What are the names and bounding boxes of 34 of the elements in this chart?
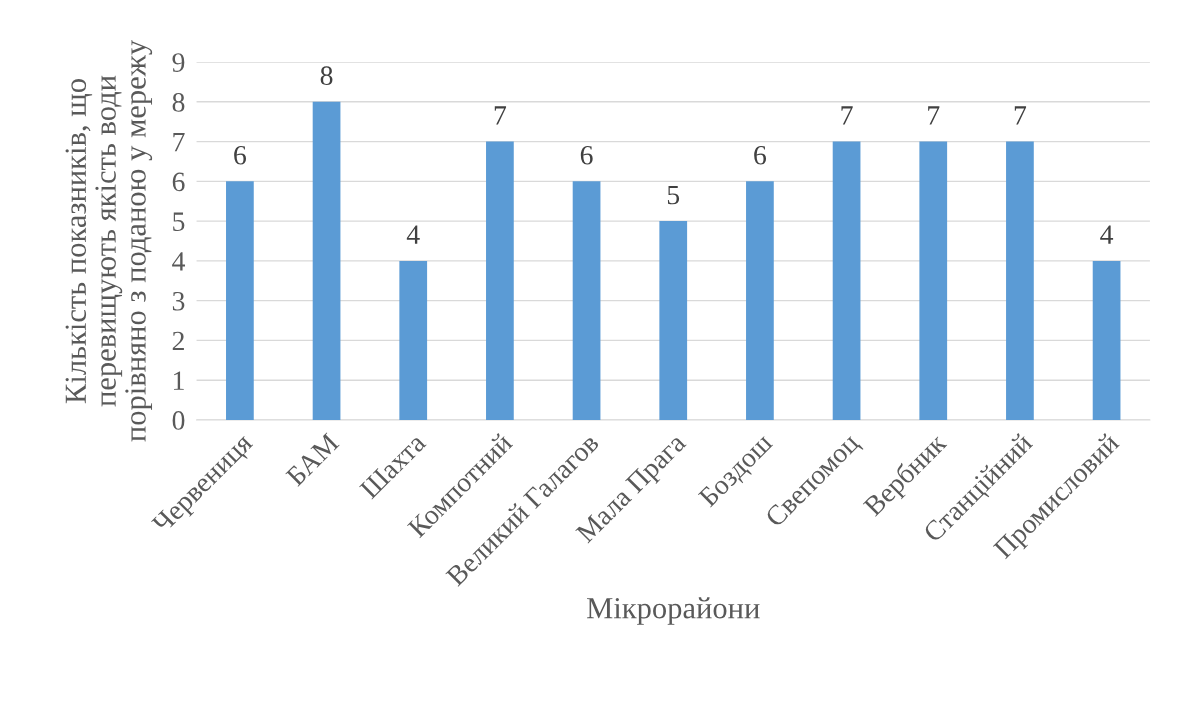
bar	[312, 101, 341, 420]
y-axis-title: Кількість показників, що перевищують якість води порівняно з поданою у мережу	[65, 40, 153, 442]
data-label: 6	[234, 145, 247, 165]
bar	[1092, 260, 1121, 420]
data-label: 6	[580, 145, 593, 165]
y-tick-label: 2	[172, 331, 184, 351]
data-label: 7	[841, 106, 853, 125]
y-tick-label: 1	[174, 371, 184, 390]
bar	[226, 181, 254, 420]
y-tick-label: 8	[172, 92, 185, 112]
bar	[1006, 141, 1034, 420]
y-tick-label: 4	[172, 252, 186, 271]
data-label: 4	[1100, 225, 1114, 244]
bar	[832, 141, 861, 420]
y-tick-label: 0	[172, 411, 185, 430]
data-label: 6	[754, 145, 767, 165]
data-label: 8	[320, 66, 333, 86]
bar	[572, 181, 601, 420]
y-tick-label: 3	[172, 291, 185, 311]
y-tick-label: 6	[172, 172, 185, 192]
bar	[486, 141, 514, 420]
y-tick-label: 5	[173, 212, 185, 232]
bar	[746, 181, 774, 420]
data-label: 4	[406, 225, 420, 244]
data-label: 5	[667, 185, 680, 205]
y-tick-label: 7	[173, 133, 185, 152]
bar	[919, 141, 948, 420]
bar	[399, 260, 428, 420]
x-axis-title: Мікрорайони	[587, 597, 760, 625]
data-label: 7	[1014, 106, 1027, 125]
data-label: 7	[928, 106, 940, 125]
y-tick-label: 9	[172, 53, 185, 72]
bar	[659, 221, 688, 420]
data-label: 7	[494, 106, 507, 125]
